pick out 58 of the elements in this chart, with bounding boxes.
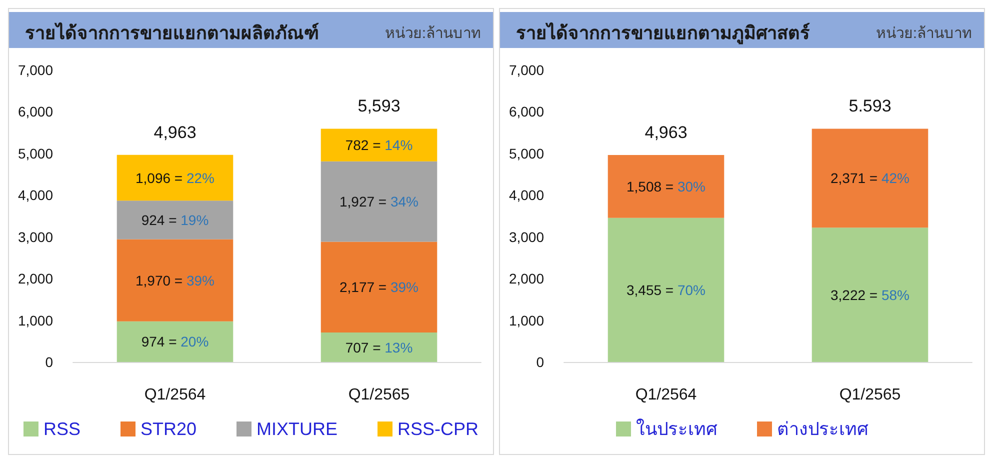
y-tick-label: 3,000 [18, 228, 54, 245]
legend-label: RSS-CPR [398, 419, 479, 439]
y-tick-label: 7,000 [18, 62, 54, 78]
total-label: 5,593 [358, 96, 400, 116]
y-tick-label: 4,000 [508, 187, 544, 204]
bar [116, 239, 234, 322]
bar [608, 154, 724, 218]
bar [116, 321, 234, 362]
y-tick-label: 5,000 [18, 145, 54, 162]
data-label: 782 = 14% [345, 137, 413, 153]
bar [812, 228, 928, 362]
data-label: 2,177 = 39% [339, 279, 419, 296]
y-tick-label: 2,000 [508, 270, 544, 287]
data-label: 1,927 = 34% [339, 194, 419, 210]
chart-title: รายได้จากการขายแยกตามภูมิศาสตร์ [516, 21, 810, 46]
y-tick-label: 6,000 [508, 104, 544, 120]
data-label: 707 = 13% [345, 339, 413, 356]
legend-label: ในประเทศ [636, 418, 718, 439]
bar [116, 154, 234, 201]
legend-label: STR20 [140, 419, 197, 439]
y-tick-label: 1,000 [18, 312, 54, 328]
bar [320, 332, 438, 362]
total-label: 4,963 [154, 122, 196, 142]
y-tick-label: 4,000 [18, 187, 54, 204]
y-tick-label: 0 [536, 354, 544, 370]
bar [320, 128, 438, 162]
data-label: 974 = 20% [141, 334, 209, 350]
data-label: 1,508 = 30% [626, 178, 706, 194]
legend-label: RSS [43, 419, 80, 439]
chart-subtitle: หน่วย:ล้านบาท [876, 24, 972, 44]
y-tick-label: 6,000 [18, 104, 54, 120]
data-label: 1,970 = 39% [135, 272, 215, 288]
chart-subtitle: หน่วย:ล้านบาท [384, 24, 481, 44]
x-tick-label: Q1/2564 [144, 386, 206, 404]
y-tick-label: 1,000 [508, 312, 544, 328]
bar [608, 218, 724, 362]
x-tick-label: Q1/2565 [839, 386, 901, 404]
data-label: 3,455 = 70% [626, 282, 706, 298]
data-label: 2,371 = 42% [830, 170, 910, 186]
x-tick-label: Q1/2564 [635, 386, 697, 404]
bar [116, 200, 234, 240]
y-tick-label: 0 [45, 354, 54, 370]
data-label: 1,096 = 22% [135, 170, 215, 186]
legend-label: ต่างประเทศ [777, 419, 869, 439]
y-tick-label: 2,000 [18, 270, 54, 287]
data-label: 924 = 19% [141, 212, 209, 228]
annotation: 5.593 [848, 96, 892, 116]
bar [812, 128, 928, 228]
total-label: 4,963 [644, 122, 688, 142]
x-tick-label: Q1/2565 [348, 386, 410, 404]
chart-title: รายได้จากการขายแยกตามผลิตภัณฑ์ [25, 21, 319, 45]
y-tick-label: 5,000 [508, 145, 544, 162]
legend-label: MIXTURE [256, 419, 338, 439]
bar [320, 242, 438, 333]
y-tick-label: 7,000 [508, 62, 544, 78]
data-label: 3,222 = 58% [830, 286, 910, 303]
y-tick-label: 3,000 [508, 228, 544, 245]
bar [320, 161, 438, 242]
